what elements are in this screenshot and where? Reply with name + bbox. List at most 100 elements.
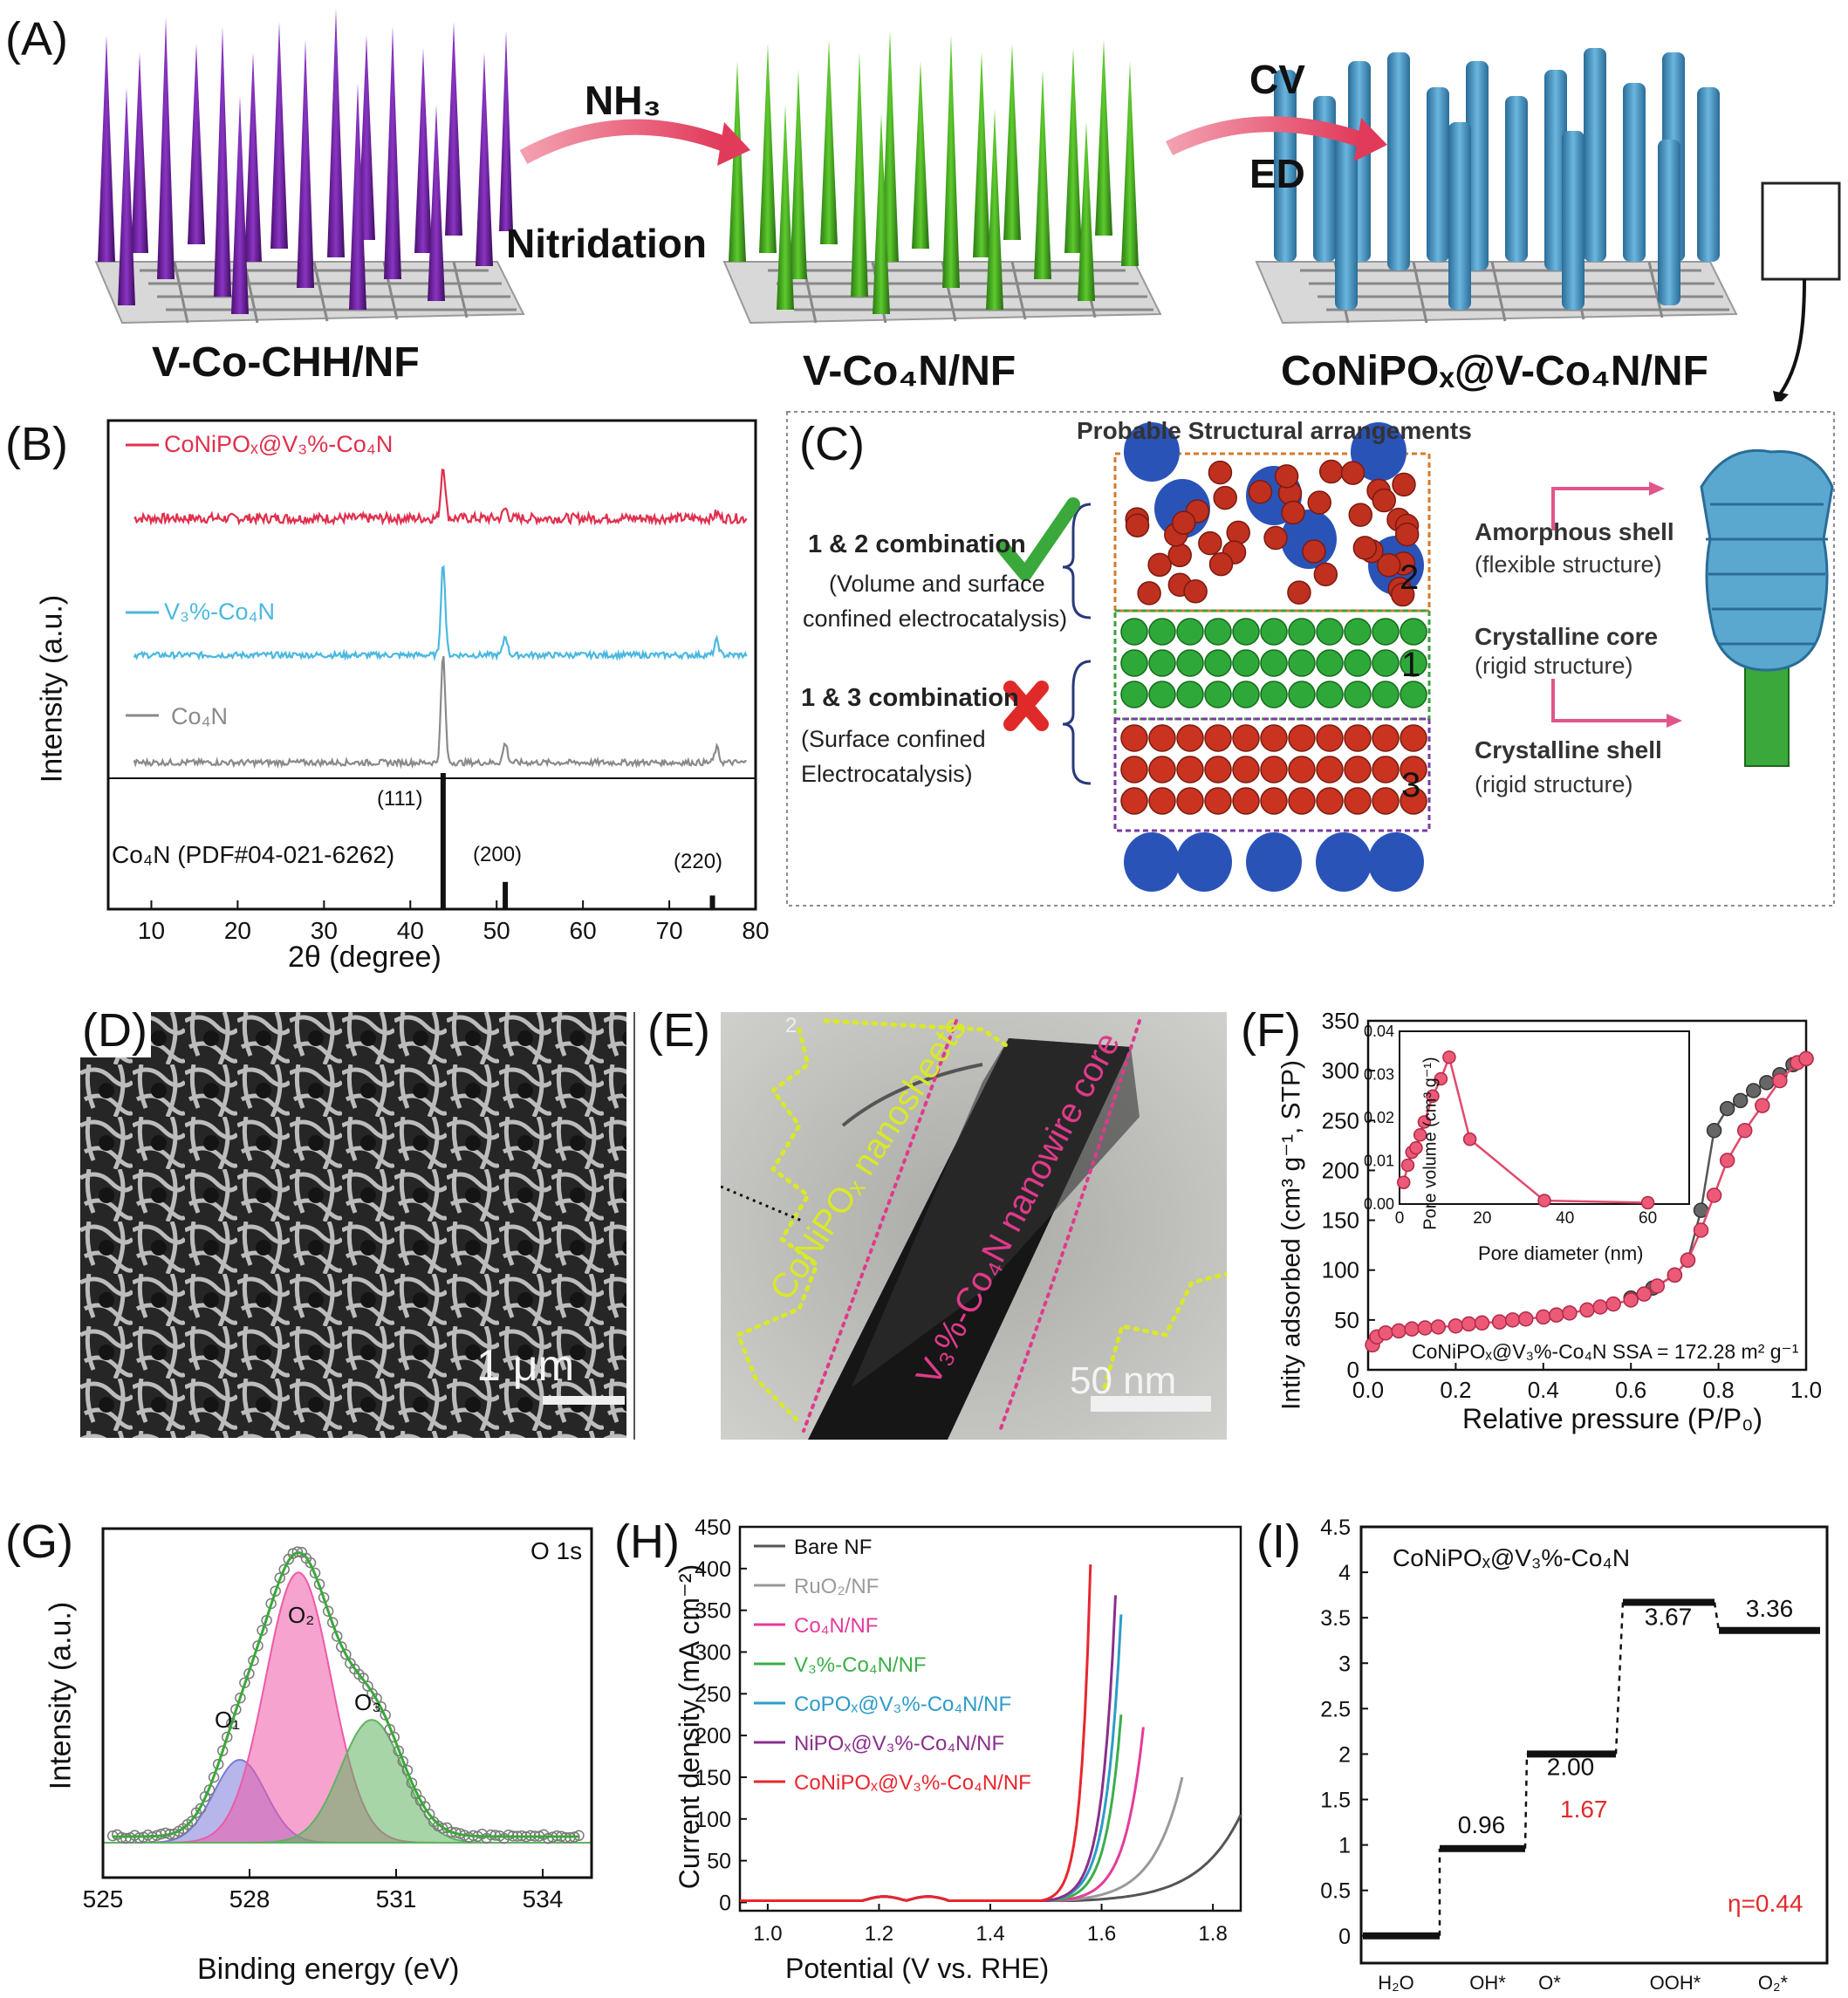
panel-d-letter: (D) xyxy=(79,1003,151,1057)
shell-atom xyxy=(1260,724,1288,752)
stage1-label: V-Co-CHH/NF xyxy=(152,339,420,386)
xrd-xtick-label: 40 xyxy=(397,917,424,944)
amorphous-atom xyxy=(1183,579,1208,604)
bet-ssa-annotation: CoNiPOₓ@V₃%-Co₄N SSA = 172.28 m² g⁻¹ xyxy=(1412,1340,1799,1363)
fe-category-3: O* xyxy=(1538,1972,1561,1994)
lsv-ytick-label: 50 xyxy=(707,1850,731,1874)
panel-a-letter: (A) xyxy=(5,13,68,65)
amorphous-atom xyxy=(1394,522,1420,547)
xps-raw-point xyxy=(278,1564,291,1576)
crystalline-shell-sub: (rigid structure) xyxy=(1475,771,1633,797)
core-atom xyxy=(1288,681,1316,708)
shell-atom xyxy=(1232,756,1260,783)
bet-xtick-label: 0.6 xyxy=(1615,1377,1646,1403)
xps-raw-point xyxy=(291,1546,304,1557)
amorphous-atom xyxy=(1352,536,1378,560)
crystalline-core-title: Crystalline core xyxy=(1475,623,1659,650)
bet-adsorption-point xyxy=(1517,1310,1534,1327)
fe-title: CoNiPOₓ@V₃%-Co₄N xyxy=(1393,1544,1631,1571)
zoom-box xyxy=(1761,181,1841,281)
bet-desorption-point xyxy=(1719,1100,1735,1117)
bet-adsorption-point xyxy=(1417,1320,1434,1336)
core-atom xyxy=(1288,649,1316,677)
amorphous-atom xyxy=(1281,500,1305,525)
core-atom xyxy=(1316,618,1344,646)
fe-category-5: O₂* xyxy=(1758,1972,1789,1994)
shell-atom xyxy=(1148,756,1176,783)
bet-adsorption-point xyxy=(1636,1286,1653,1302)
xps-raw-point xyxy=(318,1591,330,1604)
nickel-foam-grid-2 xyxy=(722,261,1162,325)
bet-adsorption-point xyxy=(1536,1309,1551,1325)
process-arrow-1 xyxy=(519,119,728,164)
lsv-ylabel: Current density (mA cm⁻²) xyxy=(674,1564,705,1890)
amorphous-atom xyxy=(1340,461,1365,485)
xps-raw-point xyxy=(371,1693,382,1705)
bet-isotherm-chart: 0.0 0.2 0.4 0.6 0.8 1.0050100150200250300350 … xyxy=(1322,1008,1822,1403)
bet-xtick-label: 1.0 xyxy=(1790,1377,1822,1403)
bet-adsorption-point xyxy=(1579,1302,1595,1318)
layer3-box xyxy=(1113,717,1431,832)
inset-point xyxy=(1442,1050,1456,1064)
xps-raw-point xyxy=(388,1731,400,1743)
zoom-arrow xyxy=(1778,278,1806,396)
fe-overpotential-step: 1.67 xyxy=(1560,1796,1608,1823)
shell-atom xyxy=(1232,787,1260,815)
xrd-plot-frame xyxy=(106,419,757,911)
lsv-chart: 1.0 1.2 1.4 1.6 1.8 0 50 100 150 200 250 300 350 400 4… xyxy=(695,1516,1242,1946)
shell-atom xyxy=(1288,724,1316,752)
core-atom xyxy=(1316,649,1344,677)
shell-atom xyxy=(1176,756,1204,783)
core-atom xyxy=(1148,649,1176,677)
fe-ytick-label: 1 xyxy=(1338,1834,1351,1858)
amorphous-shell-sub: (flexible structure) xyxy=(1475,551,1662,578)
amorphous-atom xyxy=(1390,582,1415,607)
bet-adsorption-point xyxy=(1474,1315,1490,1331)
inset-point xyxy=(1417,1115,1432,1129)
shell-atom xyxy=(1120,787,1148,815)
oh-ion-8 xyxy=(1246,832,1302,892)
bet-adsorption-point xyxy=(1772,1072,1788,1089)
lsv-series-7 xyxy=(740,1564,1092,1902)
fe-value-1: 0.96 xyxy=(1458,1811,1506,1838)
bet-adsorption-point xyxy=(1798,1050,1814,1067)
fe-ytick-label: 2 xyxy=(1338,1742,1351,1767)
inset-ylabel: Pore volume (cm³ g⁻¹) xyxy=(1420,1057,1441,1230)
shell-atom xyxy=(1400,756,1427,783)
shell-atom xyxy=(1176,787,1204,815)
combo1-line3: confined electrocatalysis) xyxy=(803,606,1068,632)
schematic-title: Probable Structural arrangements xyxy=(1077,417,1472,444)
xps-raw-point xyxy=(270,1585,281,1597)
bet-ytick-label: 50 xyxy=(1334,1307,1359,1333)
bet-ytick-label: 250 xyxy=(1322,1107,1359,1133)
inset-xlabel: Pore diameter (nm) xyxy=(1478,1242,1644,1264)
panel-b-letter: (B) xyxy=(5,418,68,470)
xrd-legend-2: V₃%-Co₄N xyxy=(164,599,276,625)
amorphous-atom xyxy=(1287,580,1311,605)
layer-1-number: 1 xyxy=(1401,646,1421,684)
core-atom xyxy=(1204,649,1232,677)
bet-xlabel: Relative pressure (P/P₀) xyxy=(1462,1403,1763,1434)
core-shell-nanowire xyxy=(1700,448,1834,767)
bet-adsorption-point xyxy=(1391,1323,1407,1339)
core-atom xyxy=(1344,618,1372,646)
free-energy-diagram: 0 0.5 1 1.5 2 2.5 3 3.5 4 4.5 H₂O OH* O* OOH* O₂* 0.96 2… xyxy=(1320,1516,1829,1994)
xrd-ref-bar-1 xyxy=(440,773,446,909)
panel-c-letter: (C) xyxy=(799,418,865,470)
shell-atom xyxy=(1316,756,1344,783)
xrd-legend-1: CoNiPOₓ@V₃%-Co₄N xyxy=(164,431,394,457)
core-atom xyxy=(1120,618,1148,646)
bet-adsorption-point xyxy=(1461,1316,1477,1332)
xrd-peak-220: (220) xyxy=(674,850,723,873)
xps-raw-point xyxy=(375,1700,387,1713)
amorphous-atom xyxy=(1167,543,1192,568)
shell-atom xyxy=(1372,787,1400,815)
lsv-xtick-label: 1.0 xyxy=(753,1922,782,1946)
panel-h-letter: (H) xyxy=(614,1516,680,1568)
bet-ylabel: Intity adsorbed (cm³ g⁻¹, STP) xyxy=(1276,1060,1306,1410)
shell-atom xyxy=(1288,756,1316,783)
core-atom xyxy=(1260,681,1288,708)
purple-nanoneedles xyxy=(98,9,513,314)
bet-adsorption-point xyxy=(1562,1305,1578,1321)
bet-xtick-label: 0.4 xyxy=(1528,1377,1559,1403)
